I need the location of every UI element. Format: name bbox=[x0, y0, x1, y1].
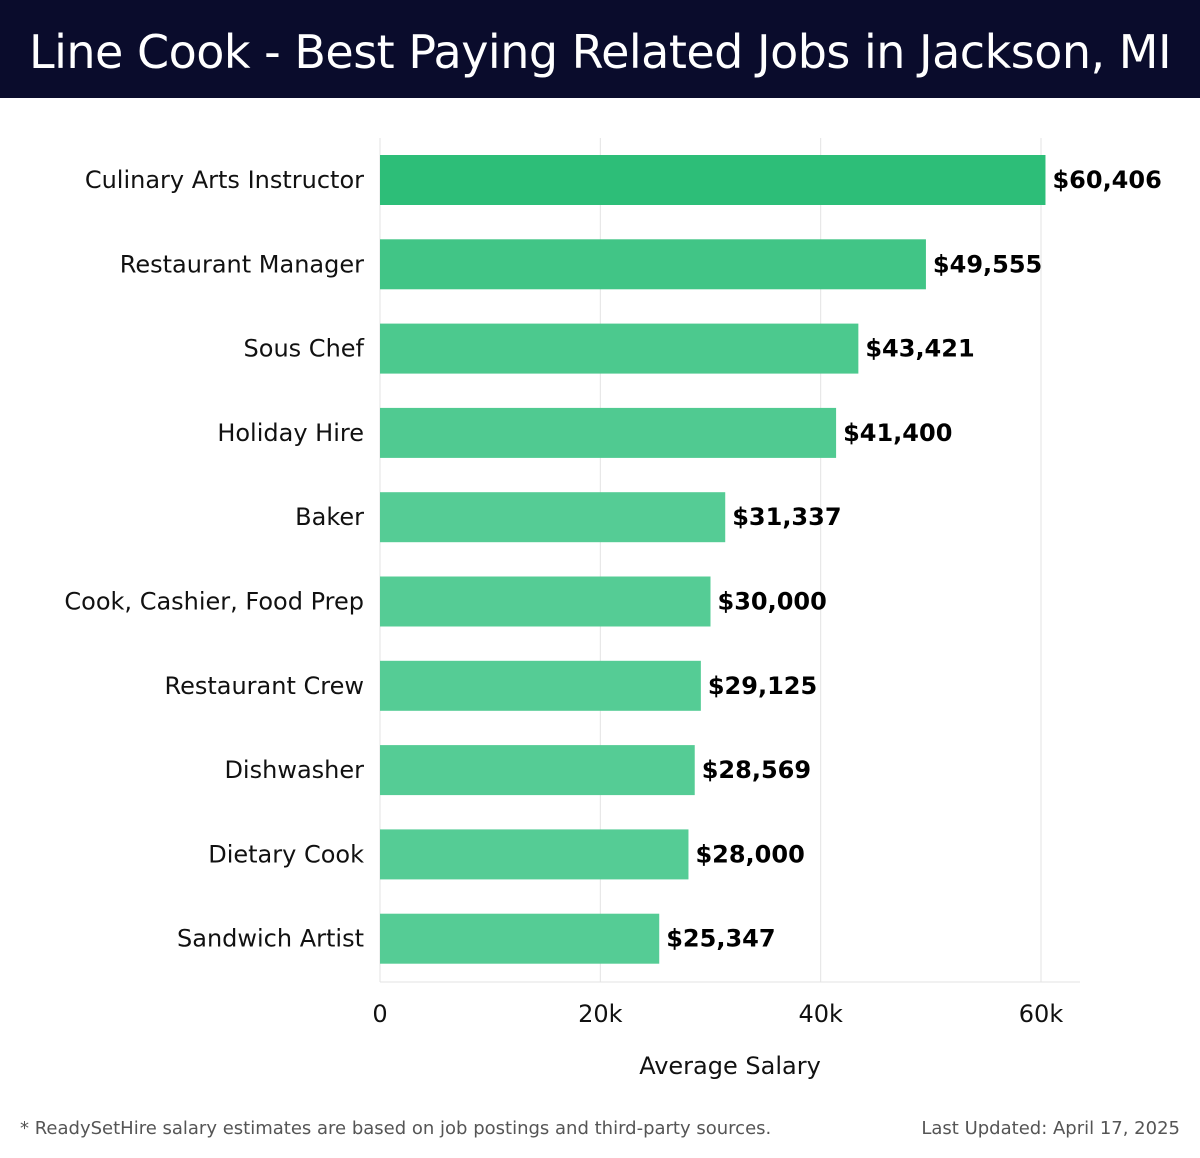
footnote: * ReadySetHire salary estimates are base… bbox=[20, 1118, 772, 1139]
value-label: $28,569 bbox=[702, 756, 811, 784]
category-label: Sous Chef bbox=[244, 335, 365, 363]
value-label: $28,000 bbox=[695, 840, 804, 868]
category-label: Sandwich Artist bbox=[177, 925, 364, 953]
bar bbox=[380, 829, 689, 880]
bar bbox=[380, 913, 660, 964]
bar bbox=[380, 576, 711, 627]
bar bbox=[380, 239, 926, 290]
category-label: Dishwasher bbox=[224, 756, 364, 784]
category-label: Restaurant Manager bbox=[120, 250, 364, 278]
bar bbox=[380, 407, 837, 458]
value-label: $60,406 bbox=[1052, 166, 1161, 194]
bar bbox=[380, 323, 859, 374]
category-label: Culinary Arts Instructor bbox=[85, 166, 364, 194]
x-axis-title: Average Salary bbox=[639, 1052, 821, 1080]
x-tick-label: 0 bbox=[372, 1000, 387, 1028]
bar bbox=[380, 660, 701, 711]
x-tick-label: 20k bbox=[578, 1000, 623, 1028]
value-label: $29,125 bbox=[708, 672, 817, 700]
header-bar bbox=[0, 0, 1200, 98]
category-label: Cook, Cashier, Food Prep bbox=[64, 588, 364, 616]
bar bbox=[380, 745, 695, 796]
category-label: Holiday Hire bbox=[217, 419, 364, 447]
page-title: Line Cook - Best Paying Related Jobs in … bbox=[28, 25, 1172, 79]
bar bbox=[380, 155, 1046, 205]
category-label: Baker bbox=[295, 503, 364, 531]
x-tick-label: 40k bbox=[798, 1000, 843, 1028]
value-label: $43,421 bbox=[865, 335, 974, 363]
value-label: $49,555 bbox=[933, 250, 1042, 278]
last-updated: Last Updated: April 17, 2025 bbox=[921, 1118, 1180, 1139]
x-tick-label: 60k bbox=[1019, 1000, 1064, 1028]
bar-chart: Culinary Arts Instructor $60,406 Restauran… bbox=[64, 138, 1162, 1080]
bar bbox=[380, 492, 726, 543]
category-label: Dietary Cook bbox=[208, 840, 364, 868]
value-label: $25,347 bbox=[666, 925, 775, 953]
value-label: $41,400 bbox=[843, 419, 952, 447]
value-label: $30,000 bbox=[718, 588, 827, 616]
value-label: $31,337 bbox=[732, 503, 841, 531]
category-label: Restaurant Crew bbox=[164, 672, 364, 700]
